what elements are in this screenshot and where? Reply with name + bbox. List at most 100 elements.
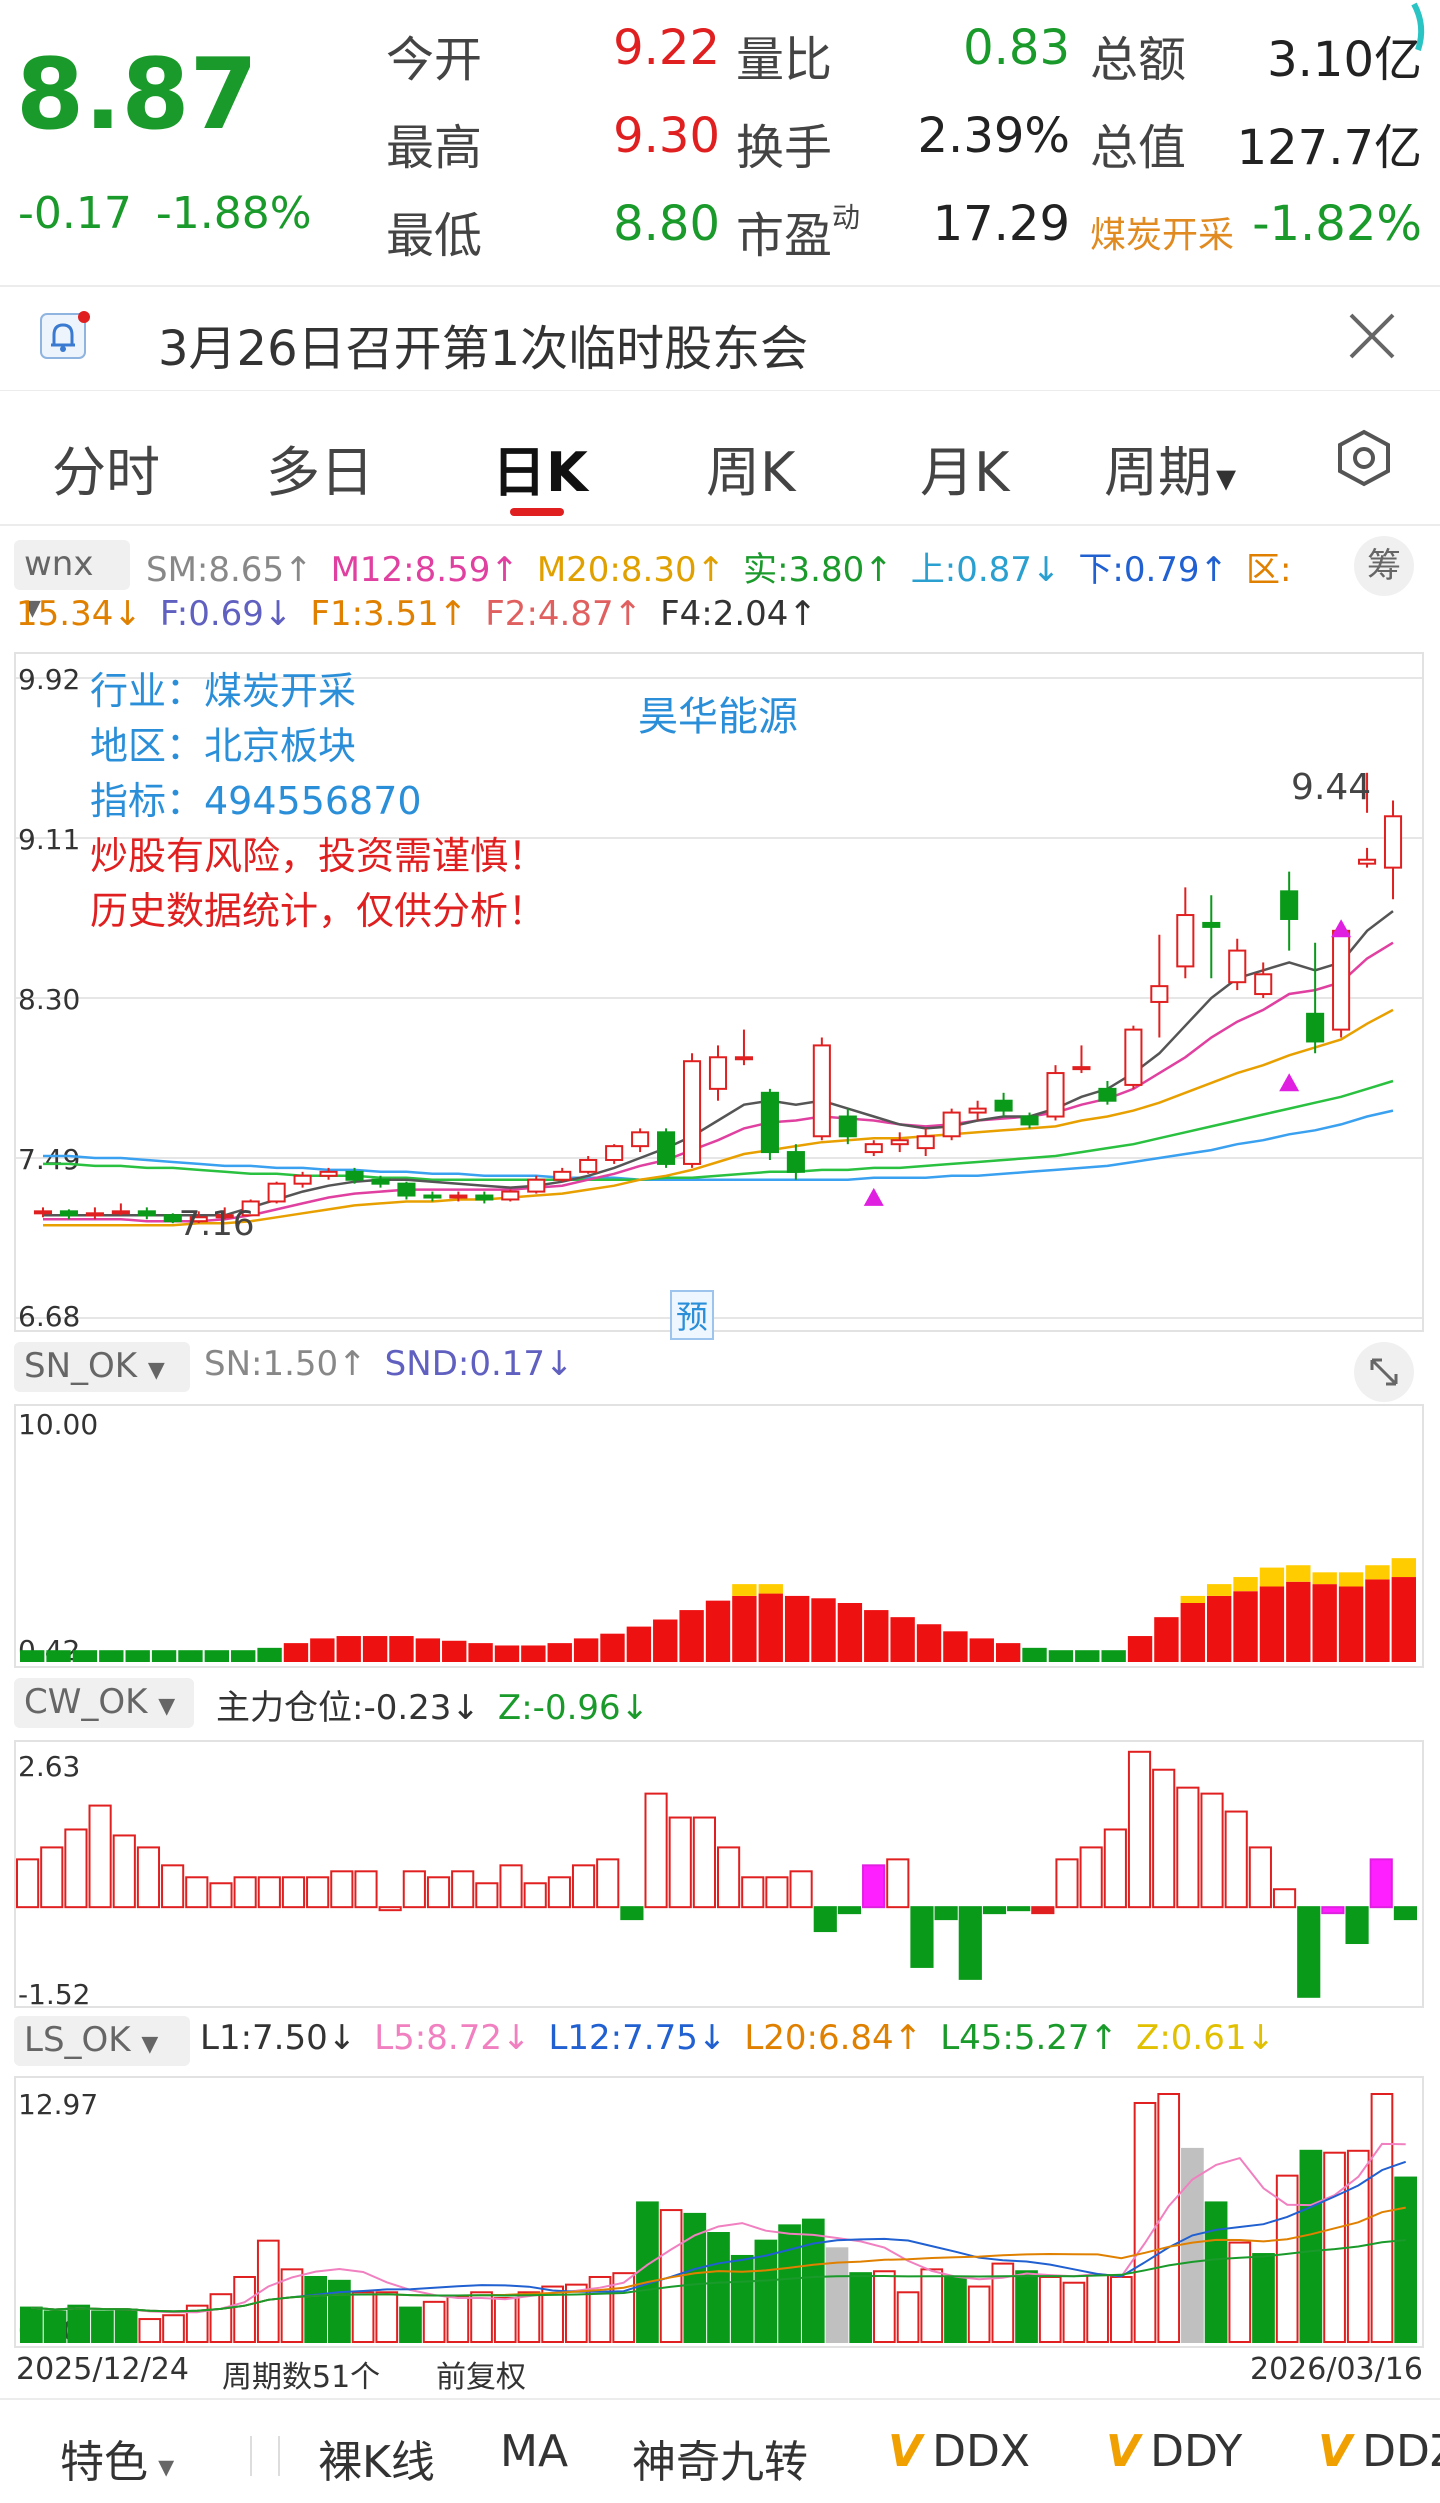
ma-line: [43, 1079, 1394, 1181]
cw-bar: [209, 1882, 233, 1909]
candle-body: [864, 1143, 883, 1154]
toolbar-item[interactable]: 特色 ▾: [60, 2426, 174, 2490]
cw-bar: [402, 1870, 426, 1909]
expand-icon[interactable]: [1354, 1342, 1414, 1402]
sn-bar-top: [1206, 1584, 1232, 1596]
candle-body: [1306, 1012, 1325, 1043]
sn-plot: 10.000.42: [18, 1408, 1416, 1666]
ma-line: [43, 1109, 1394, 1181]
settings-hexagon-icon[interactable]: [1334, 428, 1394, 488]
close-icon[interactable]: [1345, 309, 1399, 363]
sn-bar: [732, 1595, 757, 1662]
candle-body: [215, 1214, 234, 1219]
sn-bar: [389, 1636, 414, 1662]
toolbar-divider: [250, 2436, 252, 2476]
ls-bar: [162, 2314, 185, 2343]
cw-indicator-values: 主力仓位:-0.23↓ Z:-0.96↓: [216, 1680, 649, 1729]
toolbar-item[interactable]: V DDX: [888, 2426, 1030, 2477]
start-date: 2025/12/24: [16, 2352, 189, 2387]
candle-body: [163, 1214, 182, 1223]
divider: [0, 390, 1440, 391]
sn-bar-top: [1365, 1565, 1390, 1580]
adjust-mode[interactable]: 前复权: [436, 2360, 526, 2395]
ls-bar: [1370, 2093, 1394, 2343]
tab-5[interactable]: 月K: [920, 441, 1010, 504]
cw-bar: [1055, 1858, 1079, 1909]
tab-2[interactable]: 多日: [266, 441, 374, 504]
sn-bar: [600, 1633, 625, 1662]
candle-body: [1176, 914, 1195, 968]
chevron-down-icon: ▼: [24, 596, 41, 621]
sn-bar: [837, 1603, 863, 1662]
ls-plot: 12.970.00: [18, 2088, 1417, 2346]
toolbar-item[interactable]: MA: [500, 2426, 568, 2477]
sn-chart[interactable]: 10.00 0.42: [14, 1404, 1424, 1668]
kline-chart[interactable]: 9.92 9.11 8.30 7.49 6.68 9.44 7.16 行业：煤炭开采 地区：北…: [14, 652, 1424, 1340]
cw-indicator-select[interactable]: CW_OK ▼: [14, 1678, 194, 1728]
sn-bar: [1286, 1581, 1311, 1662]
toolbar-label: DDY: [1150, 2426, 1243, 2477]
ls-indicator-select[interactable]: LS_OK ▼: [14, 2016, 190, 2066]
sn-bar-top: [1338, 1572, 1364, 1587]
ls-chart[interactable]: 12.970.00: [14, 2076, 1424, 2348]
cw-bar: [1345, 1906, 1369, 1945]
ls-bar: [328, 2279, 351, 2343]
notice-bar[interactable]: 3月26日召开第1次临时股东会: [0, 287, 1440, 387]
ls-bar: [564, 2283, 588, 2343]
candle-body: [189, 1216, 208, 1223]
cw-bar: [934, 1906, 958, 1921]
sn-bar: [1127, 1636, 1153, 1662]
candle-body: [527, 1178, 546, 1193]
toolbar-item[interactable]: 神奇九转: [632, 2426, 808, 2490]
notice-text: 3月26日召开第1次临时股东会: [158, 321, 809, 377]
sn-bar: [995, 1643, 1021, 1662]
chip-distribution-button[interactable]: 筹: [1354, 536, 1414, 596]
cw-bar: [958, 1906, 982, 1980]
sn-bar: [705, 1600, 731, 1662]
toolbar-label: 神奇九转: [632, 2437, 808, 2488]
signal-triangle: [1331, 919, 1352, 938]
cw-bar: [596, 1858, 620, 1909]
sn-bar: [1391, 1577, 1416, 1662]
candle-body: [812, 1044, 831, 1138]
cw-bar: [717, 1846, 741, 1909]
cw-bar: [1200, 1792, 1224, 1909]
ls-bar: [1133, 2101, 1157, 2343]
ls-bar: [967, 2285, 991, 2344]
ls-bar: [636, 2201, 659, 2343]
cw-bar: [1393, 1906, 1418, 1921]
indicator-value: SM:8.65↑: [146, 550, 313, 590]
toolbar-item[interactable]: 裸K线: [318, 2426, 435, 2490]
main-indicator-select[interactable]: wnx ▼: [14, 540, 130, 621]
ls-bar: [683, 2212, 707, 2343]
toolbar-item[interactable]: VDDZ: [1318, 2426, 1440, 2477]
ls-bar: [1157, 2093, 1181, 2343]
cw-bar: [136, 1846, 161, 1909]
chip-label: 筹: [1367, 546, 1401, 586]
cw-chart[interactable]: 2.63 -1.52: [14, 1740, 1424, 2008]
ls-bar: [138, 2318, 162, 2344]
kline-info-line: 历史数据统计，仅供分析！: [90, 889, 547, 933]
sn-bar: [257, 1647, 282, 1662]
cw-bar: [837, 1906, 862, 1915]
sn-bar: [99, 1650, 124, 1662]
signal-triangle: [1279, 1073, 1300, 1092]
tab-4[interactable]: 周K: [706, 441, 796, 504]
tab-1[interactable]: 分时: [52, 441, 160, 504]
cw-bar: [1321, 1906, 1345, 1915]
indicator-value: L20:6.84↑: [744, 2018, 923, 2058]
chevron-down-icon: ▼: [147, 1358, 165, 1383]
sn-bar: [1022, 1647, 1047, 1662]
candle-body: [786, 1151, 805, 1173]
candle-body: [449, 1194, 468, 1199]
sn-bar: [125, 1650, 150, 1662]
tab-6[interactable]: 周期 ▾: [1104, 441, 1237, 504]
cw-bar: [330, 1870, 354, 1909]
toolbar-label: DDZ: [1362, 2426, 1440, 2477]
sn-indicator-select[interactable]: SN_OK ▼: [14, 1342, 190, 1392]
pre-tag[interactable]: 预: [670, 1290, 715, 1340]
tab-3[interactable]: 日K: [492, 441, 588, 504]
cw-bar: [233, 1876, 257, 1909]
cw-bar: [1007, 1906, 1031, 1912]
toolbar-item[interactable]: V DDY: [1106, 2426, 1242, 2477]
